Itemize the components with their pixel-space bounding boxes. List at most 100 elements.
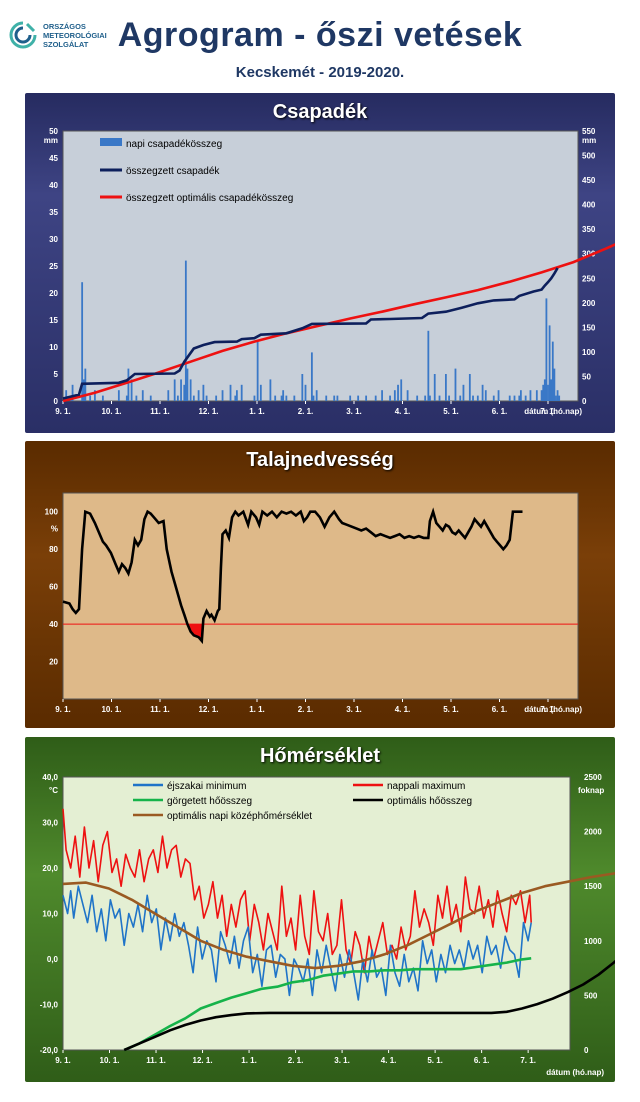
temp-ytick-right: 1500	[584, 882, 602, 891]
precip-daily-bar	[438, 395, 441, 401]
precip-daily-bar	[253, 395, 256, 401]
precip-daily-bar	[484, 390, 487, 401]
precip-daily-bar	[333, 395, 336, 401]
soil-xlabel: dátum (hó.nap)	[524, 705, 582, 714]
precip-daily-bar	[259, 384, 262, 401]
precip-ytick-right: 400	[582, 201, 596, 210]
precip-daily-bar	[81, 282, 84, 401]
soil-moisture-line	[62, 507, 523, 645]
precip-legend-label: összegzett optimális csapadékösszeg	[126, 193, 293, 204]
precip-daily-bar	[497, 390, 500, 401]
precip-daily-bar	[481, 384, 484, 401]
precip-daily-bar	[336, 395, 339, 401]
precip-daily-bar	[550, 379, 553, 401]
soil-xtick-label: 5. 1.	[443, 705, 459, 714]
precip-ytick-left: 35	[49, 208, 58, 217]
precip-ytick-left: 15	[49, 316, 58, 325]
precip-daily-bar	[269, 379, 272, 401]
temp-xtick-label: 1. 1.	[241, 1056, 257, 1065]
precip-daily-bar	[529, 390, 532, 401]
precip-ylabel-left: mm	[44, 136, 58, 145]
precip-ytick-left: 20	[49, 289, 58, 298]
precip-daily-bar	[274, 395, 277, 401]
temp-xtick-label: 9. 1.	[55, 1056, 71, 1065]
soil-xtick-label: 4. 1.	[395, 705, 411, 714]
precip-daily-bar	[256, 341, 259, 401]
soil-ytick: 40	[49, 620, 58, 629]
soil-ytick: 20	[49, 658, 58, 667]
precip-daily-bar	[315, 390, 318, 401]
precip-daily-bar	[229, 384, 232, 401]
precip-ytick-left: 25	[49, 262, 58, 271]
soil-moisture-chart: 9. 1. 10. 1. 11. 1. 12. 1. 1. 1. 2. 1. 3. 1. 4.…	[45, 492, 582, 714]
precip-xtick-label: 1. 1.	[249, 407, 265, 416]
precip-legend-label: összegzett csapadék	[126, 166, 220, 177]
soil-xtick-label: 11. 1.	[150, 705, 170, 714]
precip-daily-bar	[397, 384, 399, 401]
precip-daily-bar	[184, 260, 187, 401]
temp-xtick-label: 4. 1.	[381, 1056, 397, 1065]
soil-xtick-label: 1. 1.	[249, 705, 265, 714]
soil-xtick-label: 3. 1.	[346, 705, 362, 714]
precip-daily-bar	[427, 330, 430, 401]
precip-ytick-left: 50	[49, 127, 58, 136]
temperature-chart: 9. 1. 10. 1. 11. 1. 12. 1. 1. 1. 2. 1. 3. 1. 4.…	[40, 773, 615, 1077]
precip-daily-bar	[89, 395, 92, 401]
soil-moisture-title: Talajnedvesség	[246, 449, 394, 471]
precip-daily-bar	[400, 379, 403, 401]
precip-daily-bar	[173, 379, 176, 401]
temp-ytick-left: 10,0	[42, 910, 58, 919]
temp-xtick-label: 6. 1.	[474, 1056, 490, 1065]
temp-ytick-right: 2000	[584, 828, 602, 837]
precip-daily-bar	[202, 384, 205, 401]
precip-legend-swatch	[100, 138, 122, 146]
precip-xtick-label: 6. 1.	[492, 407, 508, 416]
soil-xtick-label: 6. 1.	[492, 705, 508, 714]
precip-daily-bar	[448, 395, 450, 401]
precip-ytick-right: 350	[582, 225, 596, 234]
precip-daily-bar	[176, 395, 179, 401]
precip-daily-bar	[325, 395, 328, 401]
precip-daily-bar	[240, 384, 243, 401]
soil-xtick-label: 7. 1.	[540, 705, 556, 714]
day-max-line	[62, 808, 532, 974]
precip-daily-bar	[312, 395, 315, 401]
precip-daily-bar	[556, 390, 559, 401]
precip-daily-bar	[433, 374, 436, 401]
precip-daily-bar	[543, 379, 546, 401]
precip-daily-bar	[65, 390, 68, 401]
precip-xtick-label: 3. 1.	[346, 407, 362, 416]
precip-daily-bar	[357, 395, 360, 401]
soil-ylabel: %	[51, 525, 58, 534]
precip-xtick-label: 7. 1.	[540, 407, 556, 416]
temp-ytick-right: 0	[584, 1046, 589, 1055]
precip-daily-bar	[558, 395, 561, 401]
precip-daily-bar	[135, 395, 138, 401]
temp-xtick-label: 7. 1.	[520, 1056, 536, 1065]
precip-daily-bar	[304, 384, 307, 401]
precip-daily-bar	[389, 395, 391, 401]
precip-daily-bar	[130, 379, 133, 401]
temp-ytick-right: 2500	[584, 773, 602, 782]
precipitation-title: Csapadék	[272, 101, 368, 123]
precip-ylabel-right: mm	[582, 136, 596, 145]
temp-xtick-label: 3. 1.	[334, 1056, 350, 1065]
precip-xtick-label: 12. 1.	[198, 407, 218, 416]
precip-daily-bar	[82, 379, 85, 401]
temp-legend-label: nappali maximum	[387, 781, 465, 792]
page-title: Agrogram - őszi vetések	[117, 16, 523, 54]
precip-legend-label: napi csapadékösszeg	[126, 139, 222, 150]
precip-daily-bar	[492, 395, 495, 401]
temp-xtick-label: 12. 1.	[193, 1056, 213, 1065]
precip-daily-bar	[285, 395, 288, 401]
precip-daily-bar	[518, 395, 521, 401]
temp-ytick-left: 20,0	[42, 864, 58, 873]
precip-ytick-left: 30	[49, 235, 58, 244]
temp-ytick-left: -10,0	[40, 1001, 59, 1010]
precip-daily-bar	[301, 374, 304, 401]
temp-ytick-left: -20,0	[40, 1046, 59, 1055]
precip-ytick-right: 250	[582, 274, 596, 283]
precip-daily-bar	[125, 395, 128, 401]
temperature-title: Hőmérséklet	[259, 745, 381, 767]
precip-ytick-left: 40	[49, 181, 58, 190]
